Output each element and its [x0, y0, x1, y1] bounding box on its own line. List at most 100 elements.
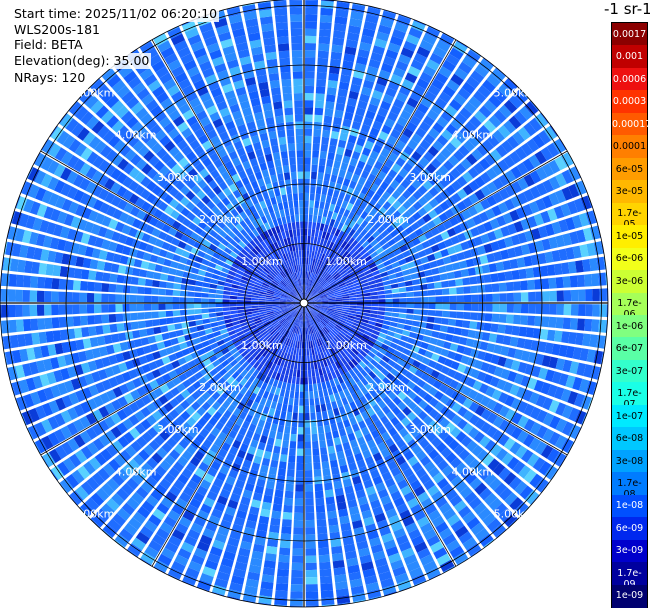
ppi-gate [407, 411, 417, 422]
ppi-gate [414, 303, 422, 309]
ppi-gate [289, 282, 295, 289]
ppi-gate [168, 370, 178, 379]
ppi-gate [396, 411, 406, 422]
ppi-gate [118, 362, 128, 373]
ppi-gate [244, 256, 252, 264]
ppi-gate [402, 162, 413, 173]
ppi-gate [313, 332, 318, 340]
ppi-gate [491, 68, 506, 83]
ppi-gate [328, 267, 335, 275]
ppi-gate [151, 295, 159, 303]
ppi-gate [410, 503, 423, 515]
ppi-gate [35, 438, 48, 454]
ppi-gate [310, 310, 317, 316]
ppi-gate [368, 226, 377, 235]
ppi-gate [334, 361, 341, 370]
ppi-gate [351, 392, 359, 401]
ppi-gate [201, 308, 209, 314]
ppi-gate [112, 386, 123, 398]
ppi-gate [16, 396, 28, 411]
ppi-gate [426, 253, 436, 262]
ppi-gate [219, 271, 228, 278]
ppi-gate [96, 508, 110, 522]
ppi-gate [199, 264, 208, 271]
ppi-gate [507, 77, 518, 88]
ppi-gate [311, 291, 318, 297]
ppi-gate [158, 201, 169, 212]
ppi-gate [349, 303, 357, 306]
ppi-gate [420, 309, 429, 316]
ppi-gate [10, 210, 16, 224]
ppi-gate [122, 294, 130, 303]
ppi-gate [378, 303, 386, 307]
ppi-gate [315, 404, 321, 413]
ppi-gate [285, 353, 291, 361]
ppi-gate [288, 397, 294, 406]
ppi-gate [346, 284, 355, 289]
ppi-gate [180, 207, 191, 217]
ppi-gate [402, 330, 411, 337]
ppi-gate [306, 304, 314, 308]
ppi-gate [163, 194, 174, 205]
ppi-gate [529, 185, 541, 199]
ppi-gate [429, 52, 444, 65]
ppi-gate [442, 533, 457, 546]
ppi-gate [480, 395, 491, 407]
ppi-gate [345, 492, 356, 502]
ppi-gate [203, 372, 213, 381]
ppi-gate [166, 437, 178, 448]
ppi-gate [430, 158, 442, 169]
ppi-gate [291, 290, 297, 297]
ppi-gate [31, 261, 40, 274]
ppi-gate [338, 282, 346, 288]
ppi-gate [551, 343, 561, 356]
ppi-gate [507, 223, 517, 235]
ppi-gate [245, 167, 254, 177]
ppi-gate [307, 286, 311, 294]
ppi-gate [347, 286, 356, 291]
ppi-gate [498, 104, 512, 119]
ppi-gate [236, 554, 249, 565]
ppi-gate [170, 337, 179, 346]
ppi-gate [517, 126, 531, 141]
ppi-gate [510, 166, 523, 179]
ppi-gate [322, 239, 328, 247]
ppi-gate [337, 351, 344, 360]
ppi-gate [206, 42, 220, 54]
ppi-gate [280, 254, 286, 263]
ppi-gate [435, 496, 448, 509]
ppi-gate [231, 423, 241, 433]
ppi-gate [227, 367, 236, 376]
ppi-gate [318, 277, 324, 284]
ppi-gate [80, 362, 91, 374]
ppi-gate [296, 448, 304, 456]
ppi-gate [101, 215, 112, 227]
ppi-gate [387, 111, 399, 122]
ppi-gate [281, 526, 292, 535]
ppi-gate [297, 312, 301, 320]
ppi-gate [182, 328, 191, 335]
ppi-gate [483, 99, 497, 113]
ppi-gate [146, 327, 155, 336]
ppi-gate [174, 350, 184, 359]
ppi-gate [323, 284, 331, 290]
ppi-gate [118, 233, 128, 244]
ppi-gate [233, 516, 246, 527]
ppi-gate [462, 398, 474, 409]
ppi-gate [296, 272, 299, 280]
ppi-gate [398, 541, 412, 552]
ppi-gate [364, 269, 372, 276]
ppi-gate [313, 304, 321, 307]
ppi-gate [265, 384, 272, 393]
ppi-gate [332, 123, 341, 133]
ppi-gate [189, 139, 201, 150]
ppi-gate [191, 206, 201, 216]
ppi-gate [405, 522, 418, 534]
ppi-gate [207, 377, 217, 386]
ppi-gate [399, 244, 409, 253]
ppi-gate [252, 228, 260, 237]
ppi-gate [407, 139, 419, 150]
ppi-gate [307, 264, 310, 272]
ppi-gate [334, 487, 344, 497]
ppi-gate [96, 260, 106, 271]
